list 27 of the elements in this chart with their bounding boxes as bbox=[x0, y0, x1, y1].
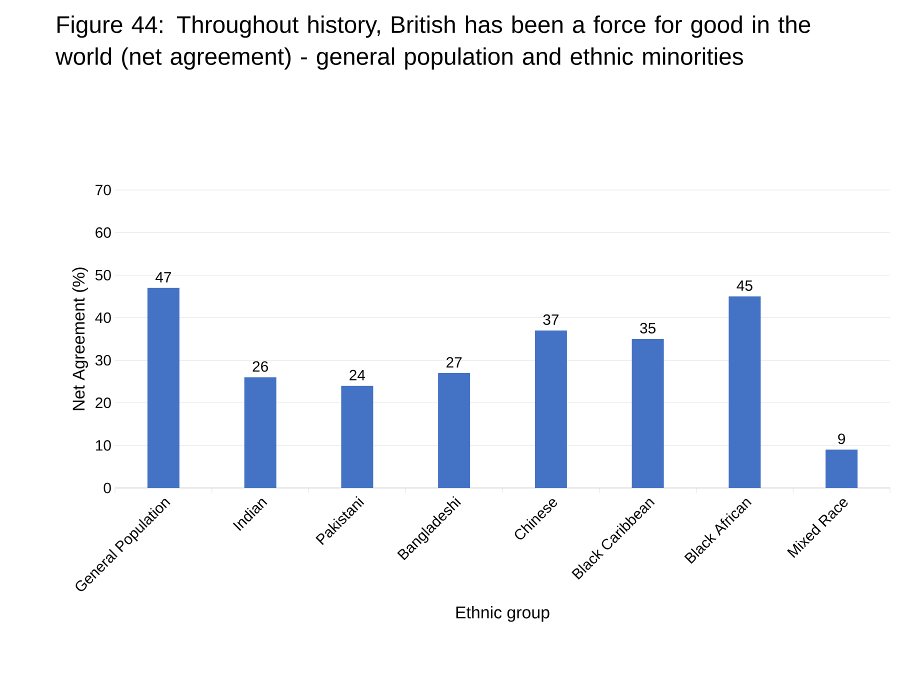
bar bbox=[826, 450, 858, 488]
bar bbox=[244, 377, 276, 488]
data-label: 24 bbox=[350, 370, 366, 380]
y-tick-label: 10 bbox=[96, 440, 111, 451]
chart-title: Figure 44: Throughout history, British has been a force for good in the world (net agreement) - general population and ethnic minorities bbox=[55, 16, 810, 70]
data-label: 27 bbox=[446, 357, 462, 368]
bar bbox=[632, 338, 664, 488]
data-label: 47 bbox=[155, 272, 172, 282]
bar bbox=[534, 330, 567, 488]
data-label: 37 bbox=[543, 314, 559, 325]
bar bbox=[147, 288, 180, 488]
bar bbox=[341, 386, 374, 488]
data-label: 9 bbox=[838, 434, 846, 444]
x-axis-title: Ethnic group bbox=[456, 606, 550, 622]
y-tick-label: 20 bbox=[96, 398, 111, 408]
bar bbox=[728, 296, 761, 488]
y-tick-label: 50 bbox=[95, 270, 111, 280]
data-label: 45 bbox=[736, 280, 752, 291]
y-tick-label: 60 bbox=[96, 227, 111, 238]
y-tick-label: 40 bbox=[95, 312, 111, 323]
y-axis-title: Net Agreement (%) bbox=[72, 268, 88, 410]
bar bbox=[438, 373, 470, 488]
y-tick-label: 0 bbox=[104, 482, 111, 494]
y-tick-label: 70 bbox=[96, 184, 111, 196]
y-tick-label: 30 bbox=[95, 354, 111, 366]
data-label: 26 bbox=[252, 361, 268, 372]
data-label: 35 bbox=[640, 322, 656, 334]
